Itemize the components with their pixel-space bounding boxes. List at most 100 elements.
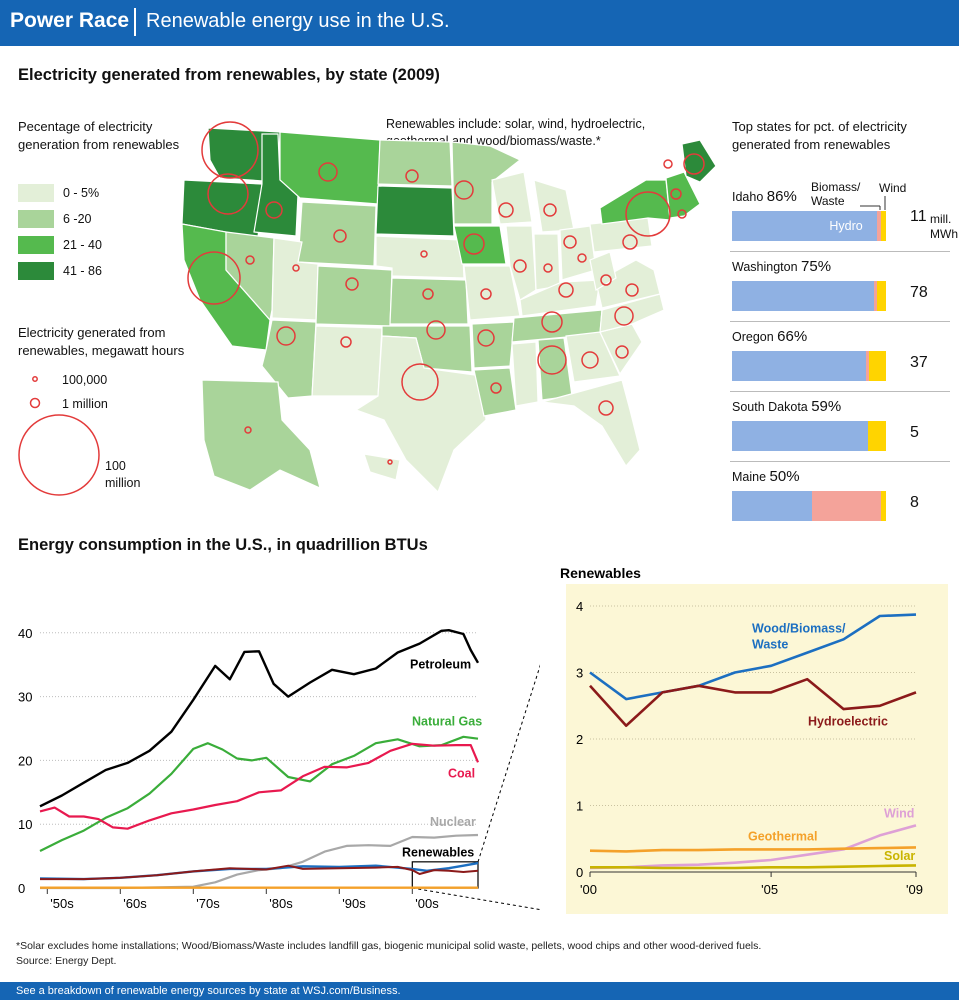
state-georgia [565,331,621,383]
footer-bar[interactable]: See a breakdown of renewable energy sour… [0,982,959,1000]
legend-swatch-0 [18,184,54,202]
wind-header-label: Wind [879,181,907,195]
header-divider [134,8,136,36]
bar-segment-wind [881,211,886,241]
top-state-bar: Hydro [732,211,886,241]
top-state-row: Idaho 86% Hydro 11 mill. MWh [730,188,958,254]
state-alabama [537,337,573,401]
y-tick-label: 0 [18,881,25,896]
consumption-chart: 0 10 20 30 40 '50s '60s '70s '80s '90s '00s Renewab… [18,626,540,911]
bar-segment-biomass [865,351,870,381]
map-section-title: Electricity generated from renewables, b… [18,66,440,84]
top-state-value: 8 [910,494,919,511]
map-circle-tn [541,311,563,333]
state-alaska [201,379,321,491]
map-circle-sc [615,345,629,359]
inset-y-tick-label: 4 [576,599,583,614]
y-tick-label: 30 [18,690,32,705]
series-label: Coal [448,767,475,781]
state-missouri [463,265,521,321]
state-mississippi [511,341,539,407]
map-circle-il [513,259,527,273]
us-map [181,121,717,494]
series-label: Petroleum [410,657,471,671]
top-state-pct: 86% [766,188,797,205]
state-louisiana [473,367,517,417]
map-circle-ia [463,233,485,255]
x-tick-label: '00s [415,896,439,911]
size-circle-large [18,414,100,496]
inset-label-wind: Wind [884,806,914,820]
inset-label-wood-biomass: Wood/Biomass/Waste [752,622,846,652]
map-circle-mo [480,288,492,300]
renewables-inset-chart: Renewables 0 1 2 3 4 '00 '05 '09 Wood/Biomass/Was… [560,565,923,897]
map-circle-id [265,201,283,219]
bar-segment-biomass [876,211,882,241]
size-legend-label-1: 1 million [62,397,108,411]
legend-label-2: 21 - 40 [63,238,102,252]
map-circle-ut [292,264,300,272]
map-circle-me [683,153,705,175]
top-state-name: Idaho [732,190,767,204]
state-idaho [253,133,299,237]
header-bar: Power Race Renewable energy use in the U… [0,0,959,46]
inset-label-hydroelectric: Hydroelectric [808,715,888,729]
header-subtitle: Renewable energy use in the U.S. [146,10,450,32]
x-tick-label: '50s [50,896,74,911]
state-wisconsin [491,171,533,225]
map-circle-ak [244,426,252,434]
source-note: Source: Energy Dept. [16,955,117,967]
inset-connector-bottom [412,887,540,911]
state-new-york [599,179,671,225]
series-line-petroleum [39,629,480,808]
inset-series-wood-biomass-waste [589,613,917,701]
top-state-divider [730,251,950,252]
series-label: Natural Gas [412,714,482,728]
size-circle-small [32,376,38,382]
top-state-title: Idaho 86% [732,188,797,205]
map-circle-nc [614,306,634,326]
map-legend-title: Pecentage of electricity generation from… [18,119,180,152]
top-state-name: Washington [732,260,802,274]
top-state-pct: 75% [801,258,832,275]
inset-label-geothermal: Geothermal [748,830,817,844]
inset-series-geothermal [589,846,917,853]
top-state-title: Oregon 66% [732,328,807,345]
map-circle-mn [498,202,514,218]
state-ohio [559,225,597,281]
map-circle-al [537,345,567,375]
legend-swatch-2 [18,236,54,254]
inset-label-solar: Solar [884,849,915,863]
consumption-title: Energy consumption in the U.S., in quadr… [18,536,428,554]
state-indiana [533,233,561,291]
state-nevada [225,231,275,322]
map-circle-sd [454,180,474,200]
map-circle-ks [422,288,434,300]
map-circle-nh [670,188,682,200]
bar-segment-biomass [873,281,877,311]
x-tick-label: '90s [342,896,366,911]
inset-y-tick-label: 0 [576,865,583,880]
series-line-coal [39,742,480,830]
inset-x-tick-label: '05 [761,882,778,897]
top-state-value: 11 [910,208,927,225]
state-maine [681,139,717,183]
legend-swatch-3 [18,262,54,280]
top-states-title: Top states for pct. of electricity gener… [732,119,907,152]
map-circle-az [276,326,296,346]
top-state-pct: 59% [811,398,842,415]
map-circle-ga [581,351,599,369]
y-tick-label: 20 [18,753,32,768]
header-brand: Power Race [10,9,130,32]
state-illinois [505,225,537,301]
map-circle-wv [600,274,612,286]
size-legend-title: Electricity generated from renewables, m… [18,325,185,358]
top-state-value: 5 [910,424,919,441]
top-state-value: 78 [910,284,928,301]
top-state-name: Oregon [732,330,778,344]
top-state-divider [730,391,950,392]
bar-segment-wind [881,491,886,521]
bar-segment-hydro [732,281,874,311]
map-circle-co [345,277,359,291]
map-circle-wi [543,203,557,217]
